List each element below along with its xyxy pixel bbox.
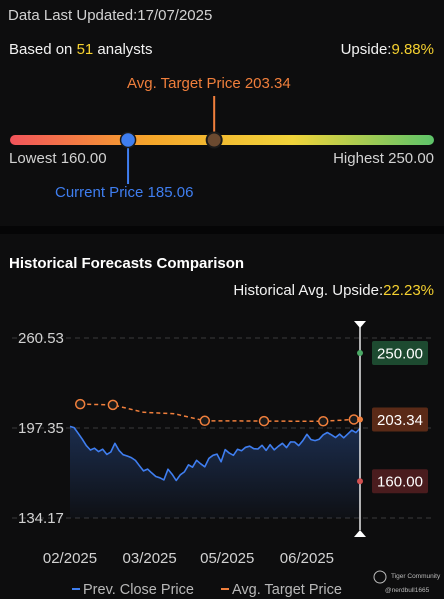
upside-label: Upside:9.88% bbox=[341, 41, 434, 58]
updated-label-text: Data Last Updated: bbox=[8, 7, 138, 24]
avg-target-point bbox=[199, 415, 211, 427]
upside-label-text: Upside: bbox=[340, 41, 392, 58]
avg-target-line bbox=[80, 403, 354, 422]
legend-label: Prev. Close Price bbox=[83, 582, 194, 598]
watermark-brand: Tiger Community bbox=[391, 573, 441, 580]
data-updated-label: Data Last Updated:17/07/2025 bbox=[8, 7, 212, 24]
x-tick-label: 03/2025 bbox=[123, 550, 177, 567]
tiger-logo-icon bbox=[373, 570, 387, 584]
range-marker-value: 160.00 bbox=[377, 474, 423, 491]
current-price-label: Current Price 185.06 bbox=[55, 184, 194, 201]
range-marker-badge bbox=[372, 341, 428, 365]
avg-target-point bbox=[317, 415, 329, 427]
y-tick-label: 134.17 bbox=[18, 510, 64, 527]
price-target-range-bar bbox=[10, 96, 434, 184]
upside-value: 9.88% bbox=[391, 41, 434, 58]
prev-close-area bbox=[70, 426, 360, 518]
range-marker-dot bbox=[357, 478, 363, 485]
analysts-count-label: Based on 51 analysts bbox=[9, 41, 152, 58]
x-tick-label: 05/2025 bbox=[200, 550, 254, 567]
analysts-prefix: Based on bbox=[9, 41, 77, 58]
y-tick-label: 197.35 bbox=[18, 420, 64, 437]
section-divider bbox=[0, 226, 444, 234]
prev-close-line bbox=[69, 425, 361, 482]
historical-forecasts-title: Historical Forecasts Comparison bbox=[9, 255, 245, 272]
range-marker-value: 203.34 bbox=[377, 412, 423, 429]
avg-target-knob bbox=[205, 131, 223, 149]
current-price-knob bbox=[119, 131, 137, 149]
avg-target-point bbox=[258, 415, 270, 427]
x-tick-label: 06/2025 bbox=[280, 550, 334, 567]
range-top-triangle bbox=[354, 321, 366, 328]
range-marker-value: 250.00 bbox=[377, 346, 423, 363]
avg-target-price-label: Avg. Target Price 203.34 bbox=[127, 75, 291, 92]
historical-upside-value: 22.23% bbox=[383, 282, 434, 299]
watermark-user: @nerdbull1665 bbox=[385, 587, 430, 594]
analysts-suffix: analysts bbox=[93, 41, 153, 58]
x-tick-label: 02/2025 bbox=[43, 550, 97, 567]
range-marker-badge bbox=[372, 469, 428, 494]
avg-target-point bbox=[74, 398, 86, 410]
historical-upside-label: Historical Avg. Upside: bbox=[233, 282, 384, 299]
range-marker-dot bbox=[357, 416, 363, 423]
lowest-price-label: Lowest 160.00 bbox=[9, 150, 107, 167]
updated-date: 17/07/2025 bbox=[137, 7, 213, 24]
historical-avg-upside: Historical Avg. Upside:22.23% bbox=[233, 282, 434, 299]
y-tick-label: 260.53 bbox=[18, 330, 64, 347]
highest-price-label: Highest 250.00 bbox=[333, 150, 434, 167]
avg-target-point bbox=[107, 399, 119, 411]
legend-label: Avg. Target Price bbox=[232, 582, 342, 598]
range-marker-badge bbox=[372, 407, 428, 432]
range-bottom-triangle bbox=[354, 530, 366, 537]
range-marker-dot bbox=[357, 350, 363, 356]
analysts-count: 51 bbox=[76, 41, 94, 58]
